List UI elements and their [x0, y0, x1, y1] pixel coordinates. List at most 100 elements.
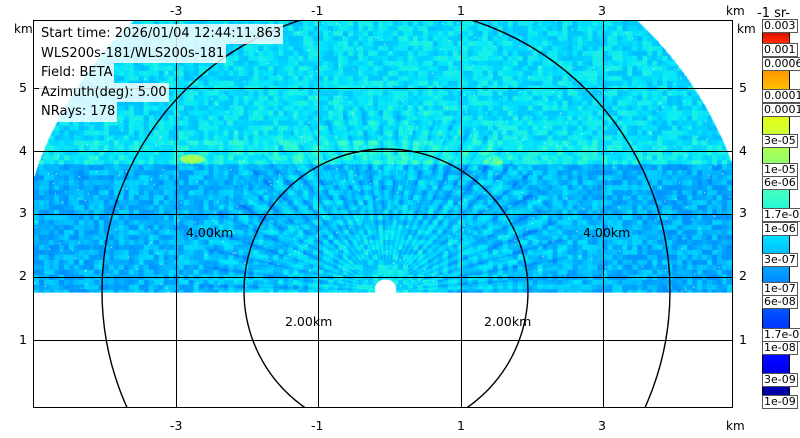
colorbar-segment [763, 73, 789, 75]
colorbar-segment [763, 313, 789, 315]
colorbar-segment [763, 197, 789, 199]
colorbar-segment [763, 387, 789, 389]
colorbar-segment [763, 129, 789, 131]
colorbar-segment [763, 369, 789, 371]
colorbar-segment [763, 251, 789, 253]
colorbar-tick-label: 1e-07 [762, 281, 798, 296]
colorbar-segment [763, 393, 789, 395]
colorbar-segment [763, 75, 789, 77]
y-tick-right-5: 5 [739, 80, 747, 95]
colorbar-segment [763, 279, 789, 281]
colorbar-segment [763, 195, 789, 197]
y-tick-right-1: 1 [739, 332, 747, 347]
gridline-x-pos3km [603, 21, 604, 407]
colorbar-segment [763, 151, 789, 153]
colorbar-segment [763, 275, 789, 277]
gridline-y-4km [34, 151, 732, 152]
colorbar-segment [763, 35, 789, 37]
colorbar-segment [763, 273, 789, 275]
colorbar-segment [763, 267, 789, 269]
colorbar-segment [763, 133, 789, 135]
colorbar-segment [763, 271, 789, 273]
x-tick-top-pos1: 1 [457, 3, 465, 18]
x-tick-bottom-pos3: 3 [598, 418, 606, 433]
colorbar-segment [763, 245, 789, 247]
colorbar[interactable]: 0.0030.0010.00060.000170.00013e-051e-056… [762, 19, 800, 409]
metadata-azimuth: Azimuth(deg): 5.00 [39, 82, 169, 102]
colorbar-segment [763, 117, 789, 119]
colorbar-segment [763, 85, 789, 87]
range-rings-overlay [101, 21, 671, 407]
colorbar-segment [763, 309, 789, 311]
colorbar-segment [763, 357, 789, 359]
x-tick-bottom-neg3: -3 [170, 418, 183, 433]
colorbar-segment [763, 243, 789, 245]
colorbar-segment [763, 41, 789, 43]
colorbar-segment [763, 199, 789, 201]
colorbar-segment [763, 315, 789, 317]
colorbar-segment [763, 389, 789, 391]
x-tick-bottom-pos1: 1 [457, 418, 465, 433]
metadata-overlay: Start time: 2026/01/04 12:44:11.863 WLS2… [39, 24, 284, 122]
gridline-y-1km [34, 340, 732, 341]
range-ring-2km [243, 148, 529, 407]
colorbar-segment [763, 359, 789, 361]
colorbar-segment [763, 79, 789, 81]
colorbar-segment [763, 361, 789, 363]
metadata-nrays: NRays: 178 [39, 102, 118, 122]
colorbar-segment [763, 311, 789, 313]
colorbar-segment [763, 241, 789, 243]
colorbar-segment [763, 189, 789, 191]
range-ring-4km [101, 21, 671, 407]
colorbar-segment [763, 277, 789, 279]
colorbar-segment [763, 323, 789, 325]
colorbar-tick-label: 1.7e-06 [762, 208, 800, 223]
colorbar-segment [763, 83, 789, 85]
y-tick-left-3: 3 [19, 205, 27, 220]
metadata-field: Field: BETA [39, 63, 115, 83]
colorbar-segment [763, 37, 789, 39]
colorbar-segment [763, 81, 789, 83]
colorbar-segment [763, 391, 789, 393]
colorbar-segment [763, 203, 789, 205]
gridline-y-5km [34, 88, 732, 89]
colorbar-tick-label: 0.003 [762, 19, 798, 33]
colorbar-segment [763, 71, 789, 73]
colorbar-tick-label: 1e-05 [762, 162, 798, 177]
y-tick-right-3: 3 [739, 205, 747, 220]
y-tick-right-2: 2 [739, 268, 747, 283]
range-ring-label-2km-right: 2.00km [484, 314, 532, 329]
y-tick-left-1: 1 [19, 332, 27, 347]
colorbar-segment [763, 33, 789, 35]
colorbar-segment [763, 355, 789, 357]
colorbar-segment [763, 77, 789, 79]
gridline-y-3km [34, 214, 732, 215]
y-tick-left-4: 4 [19, 143, 27, 158]
colorbar-segment [763, 119, 789, 121]
colorbar-segment [763, 237, 789, 239]
gridline-x-pos1km [461, 21, 462, 407]
colorbar-tick-label: 3e-07 [762, 253, 798, 268]
x-tick-top-neg1: -1 [311, 3, 324, 18]
colorbar-segment [763, 205, 789, 207]
y-tick-left-5: 5 [19, 80, 27, 95]
colorbar-tick-label: 1.7e-08 [762, 327, 800, 342]
metadata-start-time: Start time: 2026/01/04 12:44:11.863 [39, 24, 284, 44]
colorbar-segment [763, 157, 789, 159]
colorbar-segment [763, 155, 789, 157]
colorbar-tick-label: 6e-06 [762, 175, 798, 190]
colorbar-tick-label: 0.0006 [762, 56, 800, 71]
colorbar-tick-label: 0.00017 [762, 89, 800, 104]
colorbar-segment [763, 367, 789, 369]
colorbar-segment [763, 365, 789, 367]
colorbar-segment [763, 125, 789, 127]
colorbar-tick-label: 0.0001 [762, 103, 800, 118]
colorbar-segment [763, 201, 789, 203]
colorbar-tick-label: 1e-09 [762, 395, 798, 409]
colorbar-segment [763, 123, 789, 125]
y-axis-unit-right: km [737, 22, 756, 36]
colorbar-tick-label: 0.001 [762, 43, 798, 58]
colorbar-segment [763, 269, 789, 271]
x-tick-top-pos3: 3 [598, 3, 606, 18]
colorbar-segment [763, 239, 789, 241]
